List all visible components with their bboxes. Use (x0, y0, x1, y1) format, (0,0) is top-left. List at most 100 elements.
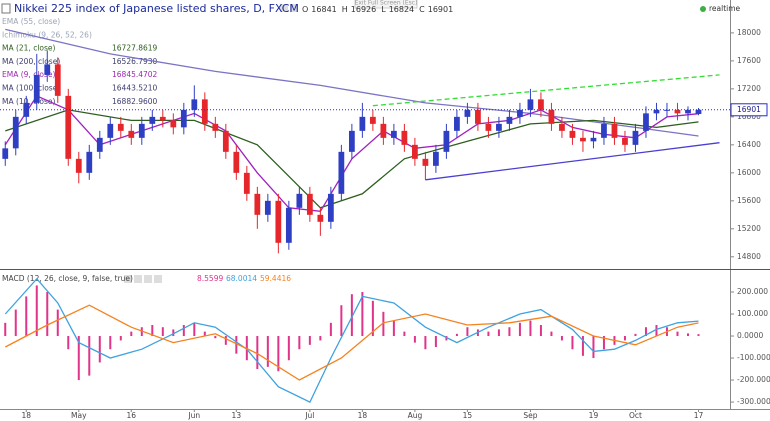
candle-body (517, 109, 523, 117)
candle-body (254, 193, 261, 215)
ohlc-key: C (419, 5, 425, 14)
button[interactable] (124, 275, 132, 283)
histogram-bar (287, 336, 290, 361)
macd-value: 59.4416 (260, 274, 291, 283)
histogram-bar (445, 336, 448, 341)
candle-body (285, 207, 292, 243)
ohlc-value: 16901 (428, 5, 453, 14)
y-tick-label: 200.000 (737, 287, 768, 296)
histogram-bar (67, 336, 70, 350)
histogram-bar (686, 333, 689, 337)
ohlc-value: 16841 (311, 5, 336, 14)
candle-body (243, 172, 250, 194)
histogram-bar (203, 331, 206, 337)
histogram-bar (193, 322, 196, 337)
histogram-bar (329, 322, 332, 337)
line (425, 142, 720, 181)
histogram-bar (623, 336, 626, 341)
indicator-value: 16845.4702 (112, 70, 158, 79)
line (4, 277, 699, 403)
candle-body (401, 130, 408, 145)
candle-body (128, 130, 135, 138)
y-tick-label: 18000 (737, 28, 761, 37)
button[interactable] (290, 4, 298, 12)
indicator-value: 16443.5210 (112, 84, 158, 93)
indicator-name: MA (21, close) (2, 44, 56, 53)
histogram-bar (214, 336, 217, 339)
candle-body (674, 109, 681, 114)
indicator-value: 16882.9600 (112, 97, 158, 106)
y-tick-label: -100.000 (737, 353, 770, 362)
histogram-bar (518, 322, 521, 337)
candle-body (23, 102, 30, 117)
indicator-name: Ichimoku (9, 26, 52, 26) (2, 30, 92, 39)
candle-body (538, 99, 544, 110)
histogram-bar (403, 331, 406, 337)
line (5, 109, 699, 209)
button[interactable] (134, 275, 142, 283)
chart-title: Nikkei 225 index of Japanese listed shar… (14, 2, 299, 15)
line (4, 304, 699, 381)
histogram-bar (56, 309, 59, 337)
button[interactable] (144, 275, 152, 283)
indicator-name: MA (10, close) (2, 97, 56, 106)
histogram-bar (130, 331, 133, 337)
y-tick-label: -300.000 (737, 397, 770, 406)
ohlc-key: O (302, 5, 308, 14)
x-tick-label: 16 (127, 411, 137, 420)
histogram-bar (151, 325, 154, 337)
candle-body (107, 123, 114, 138)
y-tick-label: 14800 (737, 252, 761, 261)
candle-body (464, 109, 471, 117)
histogram-bar (109, 336, 112, 350)
histogram-bar (119, 336, 122, 341)
histogram-bar (466, 327, 469, 337)
candle-body (590, 137, 597, 142)
candle-body (159, 116, 166, 121)
histogram-bar (98, 336, 101, 363)
ohlc-key: H (342, 5, 348, 14)
last-price-label: 16901 (737, 105, 761, 114)
histogram-bar (697, 334, 700, 337)
candle-body (390, 130, 397, 138)
candle-body (233, 151, 240, 173)
candle-body (359, 116, 366, 131)
x-tick-label: Jul (304, 411, 314, 420)
histogram-bar (529, 320, 532, 337)
histogram-bar (182, 325, 185, 337)
candle-body (369, 116, 376, 124)
histogram-bar (539, 325, 542, 337)
histogram-bar (560, 336, 563, 341)
y-tick-label: 16000 (737, 168, 761, 177)
histogram-bar (224, 336, 227, 345)
histogram-bar (319, 336, 322, 341)
candle-body (695, 109, 702, 114)
histogram-bar (497, 329, 500, 337)
y-tick-label: 17200 (737, 84, 761, 93)
candle-body (96, 137, 103, 152)
line (372, 74, 720, 107)
histogram-bar (487, 331, 490, 337)
symbol-icon[interactable] (1, 3, 11, 14)
overlay-box[interactable] (354, 0, 418, 9)
candle-body (506, 116, 513, 124)
histogram-bar (235, 336, 238, 354)
button[interactable] (280, 4, 288, 12)
histogram-bar (424, 336, 427, 350)
candle-body (12, 116, 19, 149)
candle-body (75, 158, 82, 173)
button[interactable] (154, 275, 162, 283)
macd-value: 8.5599 (197, 274, 223, 283)
x-tick-label: 18 (358, 411, 368, 420)
candle-body (180, 109, 187, 128)
y-tick-label: 15200 (737, 224, 761, 233)
candle-body (138, 123, 145, 138)
status: realtime (709, 4, 741, 13)
histogram-bar (77, 336, 80, 381)
overlay-text: Exit Full Screen (Esc) (355, 0, 418, 7)
y-tick-label: 17600 (737, 56, 761, 65)
y-tick-label: -200.000 (737, 375, 770, 384)
candle-body (485, 123, 492, 131)
